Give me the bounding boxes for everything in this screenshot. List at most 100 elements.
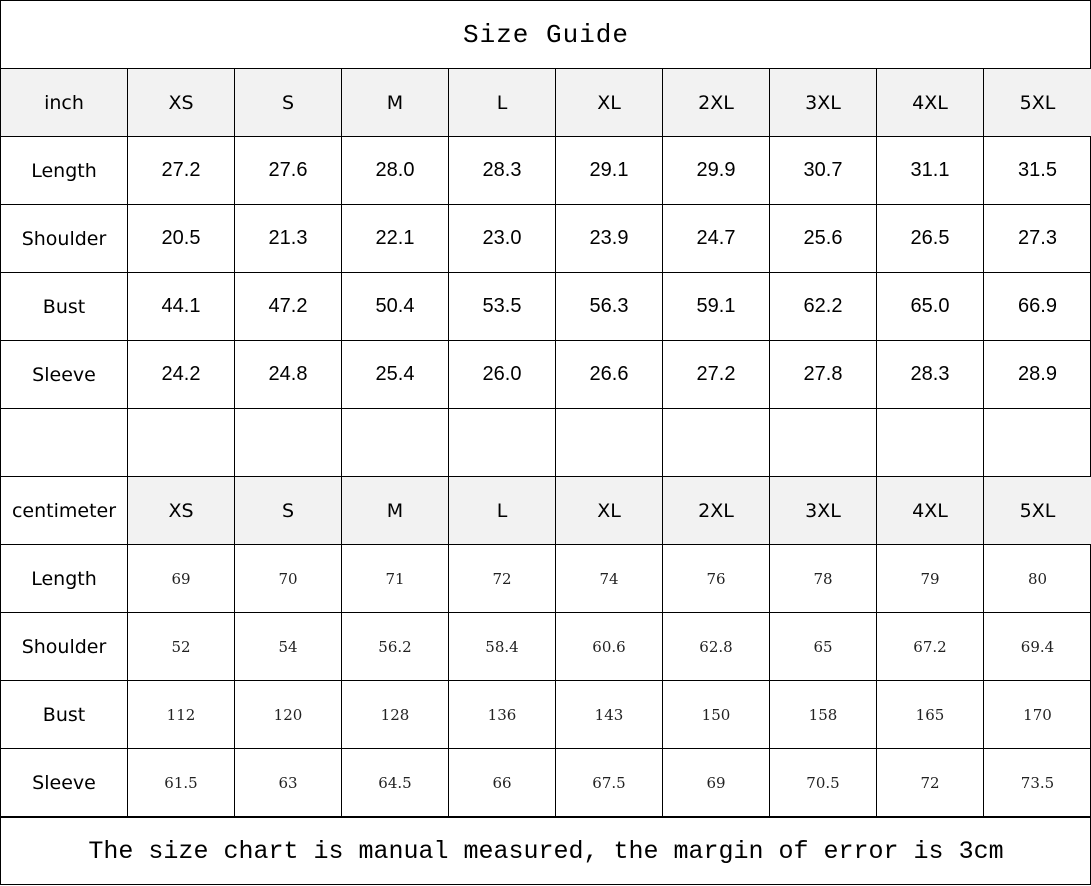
inch-size-header-xl: XL (556, 69, 663, 137)
inch-row-label-length: Length (1, 137, 128, 205)
inch-unit-label: inch (1, 69, 128, 137)
inch-bust-3xl: 62.2 (770, 273, 877, 341)
inch-shoulder-2xl: 24.7 (663, 205, 770, 273)
inch-sleeve-xs: 24.2 (128, 341, 235, 409)
inch-bust-4xl: 65.0 (877, 273, 984, 341)
inch-row-label-bust: Bust (1, 273, 128, 341)
inch-row-label-sleeve: Sleeve (1, 341, 128, 409)
centimeter-size-header-4xl: 4XL (877, 477, 984, 545)
spacer-cell (449, 409, 556, 477)
centimeter-shoulder-l: 58.4 (449, 613, 556, 681)
inch-sleeve-2xl: 27.2 (663, 341, 770, 409)
inch-sleeve-m: 25.4 (342, 341, 449, 409)
inch-size-header-5xl: 5XL (984, 69, 1091, 137)
inch-size-header-s: S (235, 69, 342, 137)
centimeter-row-label-sleeve: Sleeve (1, 749, 128, 817)
inch-shoulder-xl: 23.9 (556, 205, 663, 273)
centimeter-bust-m: 128 (342, 681, 449, 749)
centimeter-shoulder-3xl: 65 (770, 613, 877, 681)
centimeter-bust-s: 120 (235, 681, 342, 749)
centimeter-length-l: 72 (449, 545, 556, 613)
inch-bust-2xl: 59.1 (663, 273, 770, 341)
centimeter-length-2xl: 76 (663, 545, 770, 613)
inch-shoulder-s: 21.3 (235, 205, 342, 273)
centimeter-shoulder-s: 54 (235, 613, 342, 681)
inch-sleeve-5xl: 28.9 (984, 341, 1091, 409)
centimeter-size-header-m: M (342, 477, 449, 545)
inch-sleeve-3xl: 27.8 (770, 341, 877, 409)
inch-length-l: 28.3 (449, 137, 556, 205)
inch-bust-m: 50.4 (342, 273, 449, 341)
inch-shoulder-m: 22.1 (342, 205, 449, 273)
centimeter-size-header-l: L (449, 477, 556, 545)
spacer-cell (770, 409, 877, 477)
centimeter-sleeve-l: 66 (449, 749, 556, 817)
centimeter-sleeve-s: 63 (235, 749, 342, 817)
centimeter-bust-xl: 143 (556, 681, 663, 749)
centimeter-sleeve-4xl: 72 (877, 749, 984, 817)
inch-length-m: 28.0 (342, 137, 449, 205)
inch-shoulder-l: 23.0 (449, 205, 556, 273)
centimeter-length-5xl: 80 (984, 545, 1091, 613)
centimeter-sleeve-xs: 61.5 (128, 749, 235, 817)
inch-row-label-shoulder: Shoulder (1, 205, 128, 273)
centimeter-shoulder-4xl: 67.2 (877, 613, 984, 681)
inch-shoulder-5xl: 27.3 (984, 205, 1091, 273)
inch-size-header-3xl: 3XL (770, 69, 877, 137)
centimeter-sleeve-3xl: 70.5 (770, 749, 877, 817)
centimeter-sleeve-m: 64.5 (342, 749, 449, 817)
spacer-cell (235, 409, 342, 477)
centimeter-shoulder-xl: 60.6 (556, 613, 663, 681)
centimeter-length-m: 71 (342, 545, 449, 613)
centimeter-sleeve-xl: 67.5 (556, 749, 663, 817)
spacer-cell (984, 409, 1091, 477)
centimeter-bust-xs: 112 (128, 681, 235, 749)
inch-bust-l: 53.5 (449, 273, 556, 341)
centimeter-unit-label: centimeter (1, 477, 128, 545)
spacer-cell (342, 409, 449, 477)
centimeter-bust-5xl: 170 (984, 681, 1091, 749)
spacer-cell (556, 409, 663, 477)
centimeter-sleeve-5xl: 73.5 (984, 749, 1091, 817)
centimeter-shoulder-xs: 52 (128, 613, 235, 681)
inch-shoulder-3xl: 25.6 (770, 205, 877, 273)
inch-size-header-4xl: 4XL (877, 69, 984, 137)
inch-size-header-l: L (449, 69, 556, 137)
centimeter-bust-3xl: 158 (770, 681, 877, 749)
inch-length-xs: 27.2 (128, 137, 235, 205)
centimeter-sleeve-2xl: 69 (663, 749, 770, 817)
centimeter-row-label-shoulder: Shoulder (1, 613, 128, 681)
centimeter-row-label-bust: Bust (1, 681, 128, 749)
inch-length-2xl: 29.9 (663, 137, 770, 205)
centimeter-shoulder-5xl: 69.4 (984, 613, 1091, 681)
centimeter-bust-4xl: 165 (877, 681, 984, 749)
inch-sleeve-4xl: 28.3 (877, 341, 984, 409)
inch-size-header-m: M (342, 69, 449, 137)
centimeter-length-s: 70 (235, 545, 342, 613)
centimeter-length-xl: 74 (556, 545, 663, 613)
inch-bust-5xl: 66.9 (984, 273, 1091, 341)
centimeter-shoulder-2xl: 62.8 (663, 613, 770, 681)
centimeter-size-header-3xl: 3XL (770, 477, 877, 545)
inch-sleeve-l: 26.0 (449, 341, 556, 409)
centimeter-length-xs: 69 (128, 545, 235, 613)
spacer-cell (877, 409, 984, 477)
inch-length-5xl: 31.5 (984, 137, 1091, 205)
inch-length-3xl: 30.7 (770, 137, 877, 205)
centimeter-size-header-5xl: 5XL (984, 477, 1091, 545)
inch-shoulder-4xl: 26.5 (877, 205, 984, 273)
spacer-cell (1, 409, 128, 477)
inch-length-s: 27.6 (235, 137, 342, 205)
centimeter-bust-l: 136 (449, 681, 556, 749)
centimeter-bust-2xl: 150 (663, 681, 770, 749)
centimeter-length-3xl: 78 (770, 545, 877, 613)
centimeter-size-header-s: S (235, 477, 342, 545)
inch-shoulder-xs: 20.5 (128, 205, 235, 273)
inch-sleeve-xl: 26.6 (556, 341, 663, 409)
inch-length-4xl: 31.1 (877, 137, 984, 205)
spacer-cell (128, 409, 235, 477)
table-title: Size Guide (1, 1, 1091, 69)
inch-length-xl: 29.1 (556, 137, 663, 205)
table-footer-note: The size chart is manual measured, the m… (1, 817, 1091, 885)
inch-sleeve-s: 24.8 (235, 341, 342, 409)
